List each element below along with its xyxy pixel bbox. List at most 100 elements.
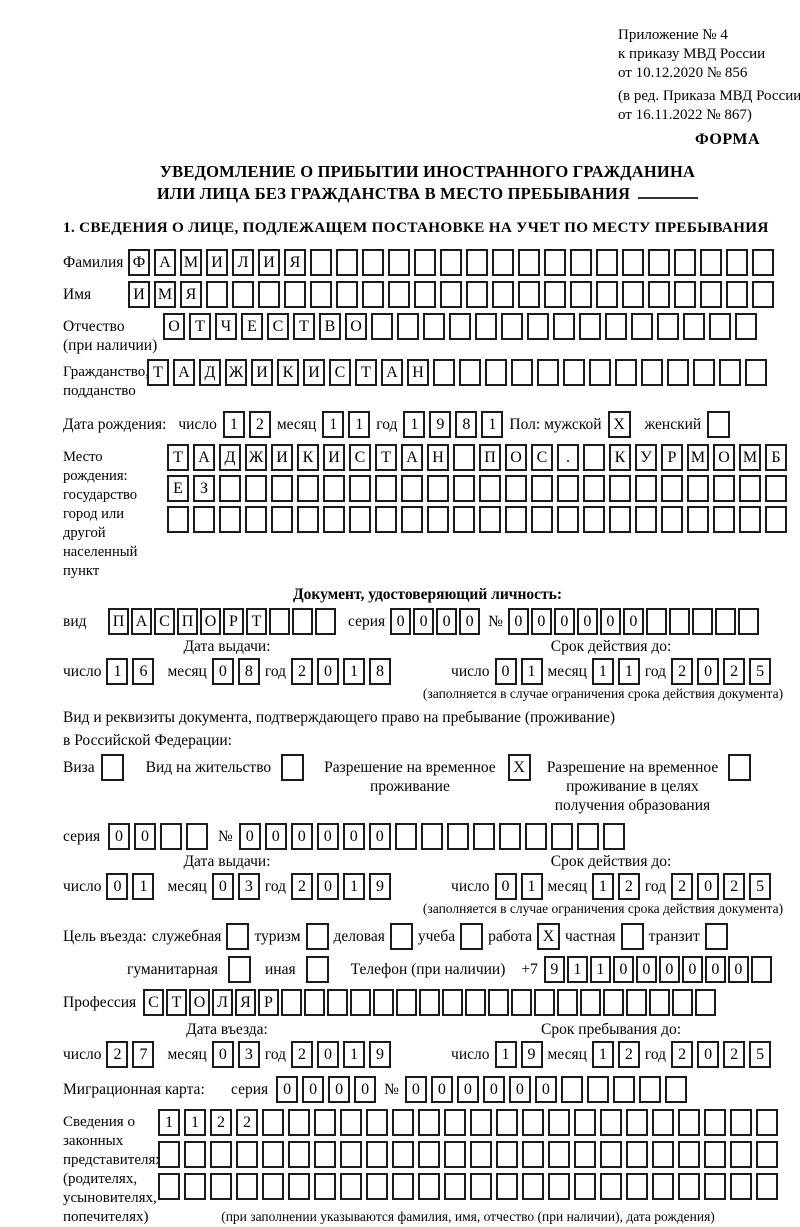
char-cell[interactable]: 2 [291, 873, 314, 900]
char-cell[interactable] [678, 1173, 700, 1200]
purpose-business-checkbox[interactable] [389, 923, 413, 950]
char-cell[interactable] [470, 1109, 492, 1136]
char-cell[interactable] [262, 1173, 284, 1200]
char-cell[interactable] [579, 313, 601, 340]
char-cell[interactable] [645, 608, 667, 635]
char-cell[interactable] [444, 1141, 466, 1168]
char-cell[interactable]: 1 [106, 658, 129, 685]
char-cell[interactable] [649, 989, 670, 1016]
char-cell[interactable]: 0 [211, 1041, 234, 1068]
char-cell[interactable] [765, 475, 787, 502]
char-cell[interactable] [245, 475, 267, 502]
char-cell[interactable] [310, 281, 332, 308]
char-cell[interactable] [548, 1141, 570, 1168]
char-cell[interactable]: 0 [456, 1076, 479, 1103]
char-cell[interactable]: 1 [403, 411, 426, 438]
char-cell[interactable] [420, 823, 443, 850]
char-cell[interactable] [392, 1109, 414, 1136]
char-cell[interactable] [314, 1141, 336, 1168]
char-cell[interactable] [392, 1173, 414, 1200]
char-cell[interactable]: О [345, 313, 367, 340]
char-cell[interactable] [524, 823, 547, 850]
char-cell[interactable]: И [258, 249, 280, 276]
char-cell[interactable] [284, 281, 306, 308]
char-cell[interactable]: С [349, 444, 371, 471]
char-cell[interactable] [479, 475, 501, 502]
char-cell[interactable] [652, 1109, 674, 1136]
char-cell[interactable]: 1 [348, 411, 371, 438]
char-cell[interactable]: 8 [237, 658, 260, 685]
char-cell[interactable] [281, 989, 302, 1016]
char-cell[interactable]: Р [223, 608, 244, 635]
char-cell[interactable]: С [329, 359, 351, 386]
char-cell[interactable] [583, 506, 605, 533]
char-cell[interactable] [586, 1076, 609, 1103]
char-cell[interactable]: Я [284, 249, 306, 276]
char-cell[interactable] [158, 1173, 180, 1200]
char-cell[interactable]: 9 [429, 411, 452, 438]
char-cell[interactable] [648, 281, 670, 308]
char-cell[interactable] [726, 249, 748, 276]
char-cell[interactable]: 0 [482, 1076, 505, 1103]
char-cell[interactable]: 2 [106, 1041, 129, 1068]
char-cell[interactable] [362, 281, 384, 308]
residence-permit-checkbox[interactable] [281, 754, 305, 781]
char-cell[interactable]: 0 [635, 956, 657, 983]
purpose-work-checkbox[interactable]: X [537, 923, 560, 950]
char-cell[interactable] [288, 1173, 310, 1200]
char-cell[interactable] [288, 1141, 310, 1168]
char-cell[interactable] [271, 475, 293, 502]
char-cell[interactable] [726, 281, 748, 308]
char-cell[interactable]: С [531, 444, 553, 471]
char-cell[interactable] [485, 359, 507, 386]
char-cell[interactable] [661, 506, 683, 533]
char-cell[interactable]: 1 [566, 956, 588, 983]
char-cell[interactable]: 2 [723, 658, 746, 685]
char-cell[interactable]: 0 [534, 1076, 557, 1103]
char-cell[interactable] [638, 1076, 661, 1103]
char-cell[interactable] [730, 1109, 752, 1136]
char-cell[interactable] [292, 608, 313, 635]
char-cell[interactable] [576, 823, 599, 850]
purpose-transit-checkbox[interactable] [704, 923, 728, 950]
char-cell[interactable]: Т [246, 608, 267, 635]
char-cell[interactable] [713, 475, 735, 502]
char-cell[interactable] [531, 475, 553, 502]
char-cell[interactable]: 0 [317, 658, 340, 685]
char-cell[interactable] [466, 249, 488, 276]
char-cell[interactable] [371, 313, 393, 340]
char-cell[interactable] [366, 1109, 388, 1136]
char-cell[interactable] [719, 359, 741, 386]
char-cell[interactable] [366, 1141, 388, 1168]
char-cell[interactable] [262, 1109, 284, 1136]
char-cell[interactable] [605, 313, 627, 340]
char-cell[interactable]: 5 [749, 873, 772, 900]
char-cell[interactable] [518, 281, 540, 308]
char-cell[interactable]: 1 [520, 873, 543, 900]
char-cell[interactable] [602, 823, 625, 850]
char-cell[interactable]: С [154, 608, 175, 635]
char-cell[interactable] [548, 1173, 570, 1200]
purpose-tourism-checkbox[interactable] [305, 923, 329, 950]
char-cell[interactable] [184, 1141, 206, 1168]
char-cell[interactable]: П [177, 608, 198, 635]
char-cell[interactable] [479, 506, 501, 533]
char-cell[interactable] [596, 281, 618, 308]
char-cell[interactable] [615, 359, 637, 386]
char-cell[interactable] [392, 1141, 414, 1168]
char-cell[interactable] [433, 359, 455, 386]
char-cell[interactable]: 5 [749, 1041, 772, 1068]
char-cell[interactable]: . [557, 444, 579, 471]
char-cell[interactable] [672, 989, 693, 1016]
char-cell[interactable]: 2 [291, 658, 314, 685]
char-cell[interactable] [340, 1109, 362, 1136]
char-cell[interactable] [288, 1109, 310, 1136]
char-cell[interactable] [622, 281, 644, 308]
char-cell[interactable] [444, 1173, 466, 1200]
char-cell[interactable] [375, 475, 397, 502]
char-cell[interactable] [440, 249, 462, 276]
char-cell[interactable] [635, 506, 657, 533]
char-cell[interactable] [756, 1141, 778, 1168]
char-cell[interactable] [518, 249, 540, 276]
char-cell[interactable] [440, 281, 462, 308]
